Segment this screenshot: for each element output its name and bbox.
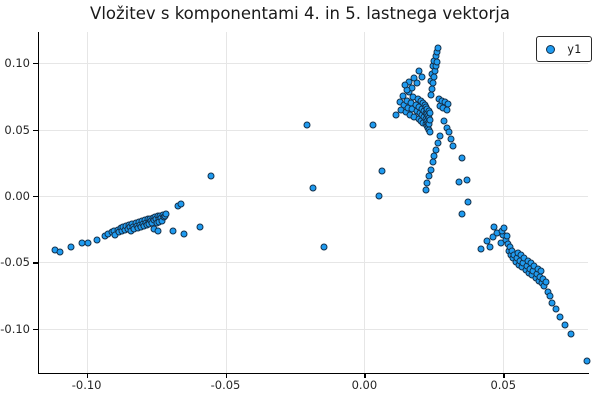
legend-marker-icon (546, 44, 556, 54)
y-tick-mark (33, 328, 38, 330)
y-tick-label: -0.05 (0, 255, 30, 270)
scatter-point (426, 128, 434, 135)
scatter-point (169, 227, 177, 235)
scatter-point (399, 92, 407, 100)
scatter-point (427, 166, 435, 174)
scatter-point (67, 243, 75, 251)
scatter-point (561, 321, 569, 329)
scatter-point (500, 224, 508, 232)
scatter-point (426, 109, 434, 117)
scatter-point (369, 121, 377, 129)
gridline-vertical (86, 32, 88, 373)
scatter-point (56, 248, 64, 256)
scatter-point (162, 210, 169, 218)
scatter-point (154, 227, 162, 235)
y-axis-spine (38, 32, 40, 374)
gridline-horizontal (38, 195, 588, 197)
scatter-point (418, 73, 426, 81)
scatter-point (537, 267, 545, 275)
gridline-horizontal (38, 328, 588, 330)
scatter-point (432, 146, 440, 154)
scatter-point (434, 139, 442, 147)
scatter-point (378, 167, 386, 175)
scatter-point (423, 179, 431, 187)
scatter-point (436, 132, 444, 140)
scatter-point (567, 330, 575, 338)
y-tick-label: 0.10 (4, 56, 30, 71)
scatter-point (303, 121, 311, 129)
scatter-point (440, 117, 448, 124)
gridline-horizontal (38, 129, 588, 131)
x-tick-mark (225, 373, 227, 378)
scatter-point (542, 278, 549, 286)
scatter-point (426, 116, 434, 124)
scatter-point (552, 305, 559, 313)
scatter-point (455, 178, 463, 186)
y-tick-mark (33, 262, 38, 264)
scatter-point (410, 74, 418, 82)
scatter-point (413, 79, 421, 87)
gridline-vertical (225, 32, 227, 373)
scatter-point (458, 210, 466, 218)
gridline-vertical (364, 32, 366, 373)
scatter-point (392, 111, 399, 119)
x-tick-label: 0.05 (490, 378, 517, 392)
gridline-vertical (503, 32, 505, 373)
scatter-point (309, 184, 317, 192)
scatter-point (434, 44, 442, 52)
scatter-point (490, 223, 498, 231)
x-axis-spine (38, 372, 589, 374)
scatter-point (425, 172, 433, 180)
scatter-point (489, 233, 497, 241)
scatter-point (422, 186, 429, 194)
scatter-point (556, 313, 564, 321)
scatter-point (477, 245, 484, 253)
scatter-point (486, 243, 494, 251)
scatter-point (447, 135, 455, 143)
x-tick-label: -0.10 (71, 378, 102, 392)
scatter-point (93, 236, 101, 244)
y-tick-label: 0.05 (4, 122, 30, 137)
scatter-point (320, 243, 328, 251)
scatter-point (375, 192, 383, 200)
gridline-horizontal (38, 262, 588, 264)
scatter-point (196, 223, 204, 231)
scatter-point (546, 292, 554, 300)
y-tick-label: 0.00 (4, 188, 30, 203)
x-tick-mark (364, 373, 366, 378)
scatter-point (207, 172, 215, 180)
x-tick-mark (503, 373, 505, 378)
scatter-point (464, 198, 472, 206)
legend-label-y1: y1 (567, 42, 581, 56)
y-tick-mark (33, 195, 38, 198)
x-tick-label: 0.00 (351, 378, 378, 392)
scatter-point (458, 154, 466, 162)
scatter-point (583, 357, 591, 365)
scatter-point (180, 230, 188, 238)
legend[interactable]: y1 (536, 36, 592, 62)
page-title: Vložitev s komponentami 4. in 5. lastneg… (90, 4, 510, 23)
scatter-point (415, 67, 423, 75)
plot-area (38, 32, 591, 373)
y-tick-mark (33, 129, 38, 131)
scatter-point (84, 239, 92, 247)
x-tick-label: -0.05 (210, 378, 241, 392)
scatter-point (463, 176, 471, 184)
scatter-point (444, 100, 452, 108)
scatter-point (401, 81, 409, 89)
scatter-point (449, 142, 457, 150)
gridline-horizontal (38, 63, 588, 65)
scatter-point (433, 58, 441, 66)
scatter-point (427, 91, 434, 99)
x-tick-mark (86, 373, 88, 378)
scatter-point (445, 128, 453, 136)
y-tick-mark (33, 63, 38, 65)
y-tick-label: -0.10 (0, 321, 30, 336)
scatter-point (429, 158, 437, 166)
scatter-point (177, 200, 184, 208)
scatter-point (503, 232, 511, 240)
